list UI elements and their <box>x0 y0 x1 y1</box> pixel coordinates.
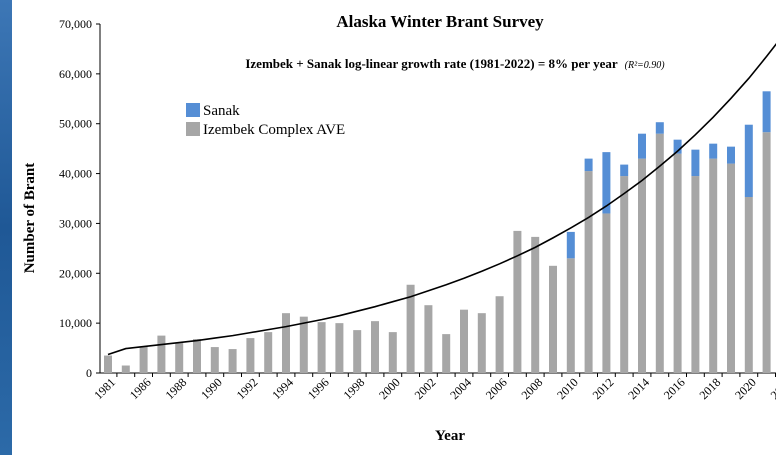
legend-label: Sanak <box>203 103 240 119</box>
chart-title: Alaska Winter Brant Survey <box>336 12 544 31</box>
x-axis-title: Year <box>435 428 465 444</box>
bar <box>762 91 771 133</box>
bar <box>121 365 130 373</box>
bar <box>388 332 397 373</box>
bar <box>406 284 415 373</box>
bar <box>638 158 646 373</box>
bar <box>762 132 771 373</box>
bar <box>638 133 646 159</box>
legend-swatch <box>186 122 200 136</box>
bar <box>709 158 718 373</box>
bar <box>299 316 308 373</box>
subtitle-text: Izembek + Sanak log-linear growth rate (… <box>245 56 618 71</box>
bar <box>691 176 700 373</box>
bar <box>744 124 753 198</box>
y-tick-label: 40,000 <box>59 167 92 181</box>
y-tick-label: 10,000 <box>59 316 92 330</box>
bar <box>477 313 486 373</box>
bar <box>673 139 682 154</box>
legend-swatch <box>186 103 200 117</box>
y-tick-label: 70,000 <box>59 17 92 31</box>
bar <box>139 346 148 373</box>
bar <box>335 323 344 373</box>
y-tick-label: 20,000 <box>59 266 92 280</box>
legend-label: Izembek Complex AVE <box>203 122 345 138</box>
bar <box>246 338 255 373</box>
bar <box>709 143 718 159</box>
bar <box>584 171 593 373</box>
bar <box>620 164 629 177</box>
y-tick-label: 30,000 <box>59 216 92 230</box>
bar <box>442 334 451 373</box>
bar <box>744 197 753 373</box>
bar <box>549 265 557 373</box>
bar <box>566 258 575 373</box>
bar <box>655 122 664 134</box>
bar <box>175 343 184 373</box>
bar <box>193 339 201 373</box>
bar <box>513 230 522 373</box>
bar <box>495 296 504 373</box>
bar <box>157 335 166 373</box>
y-tick-label: 60,000 <box>59 67 92 81</box>
bar <box>566 231 575 259</box>
bar <box>584 158 593 172</box>
bar <box>424 305 433 373</box>
bar <box>353 330 362 373</box>
bar <box>104 355 112 373</box>
bar <box>727 163 735 373</box>
bar <box>620 176 629 373</box>
bar <box>282 313 290 373</box>
bar <box>371 321 379 373</box>
legend: Sanak Izembek Complex AVE <box>186 103 345 138</box>
bar <box>602 152 611 214</box>
bar <box>673 153 682 373</box>
bar <box>727 146 735 164</box>
subtitle: Izembek + Sanak log-linear growth rate (… <box>245 56 665 71</box>
y-axis-title: Number of Brant <box>22 163 38 274</box>
bar <box>460 309 468 373</box>
y-tick-label: 50,000 <box>59 117 92 131</box>
bar <box>264 332 273 373</box>
bar <box>228 349 237 373</box>
y-tick-label: 0 <box>86 366 92 380</box>
x-tick-label: 2022 <box>768 375 776 402</box>
bar <box>602 213 611 373</box>
bar <box>317 322 326 373</box>
trend-line <box>107 42 776 356</box>
subtitle-note: (R²=0.90) <box>625 60 666 71</box>
bar <box>655 133 664 373</box>
bar <box>691 149 700 177</box>
chart-area <box>12 0 776 455</box>
bar <box>531 236 540 373</box>
bar <box>210 347 219 373</box>
